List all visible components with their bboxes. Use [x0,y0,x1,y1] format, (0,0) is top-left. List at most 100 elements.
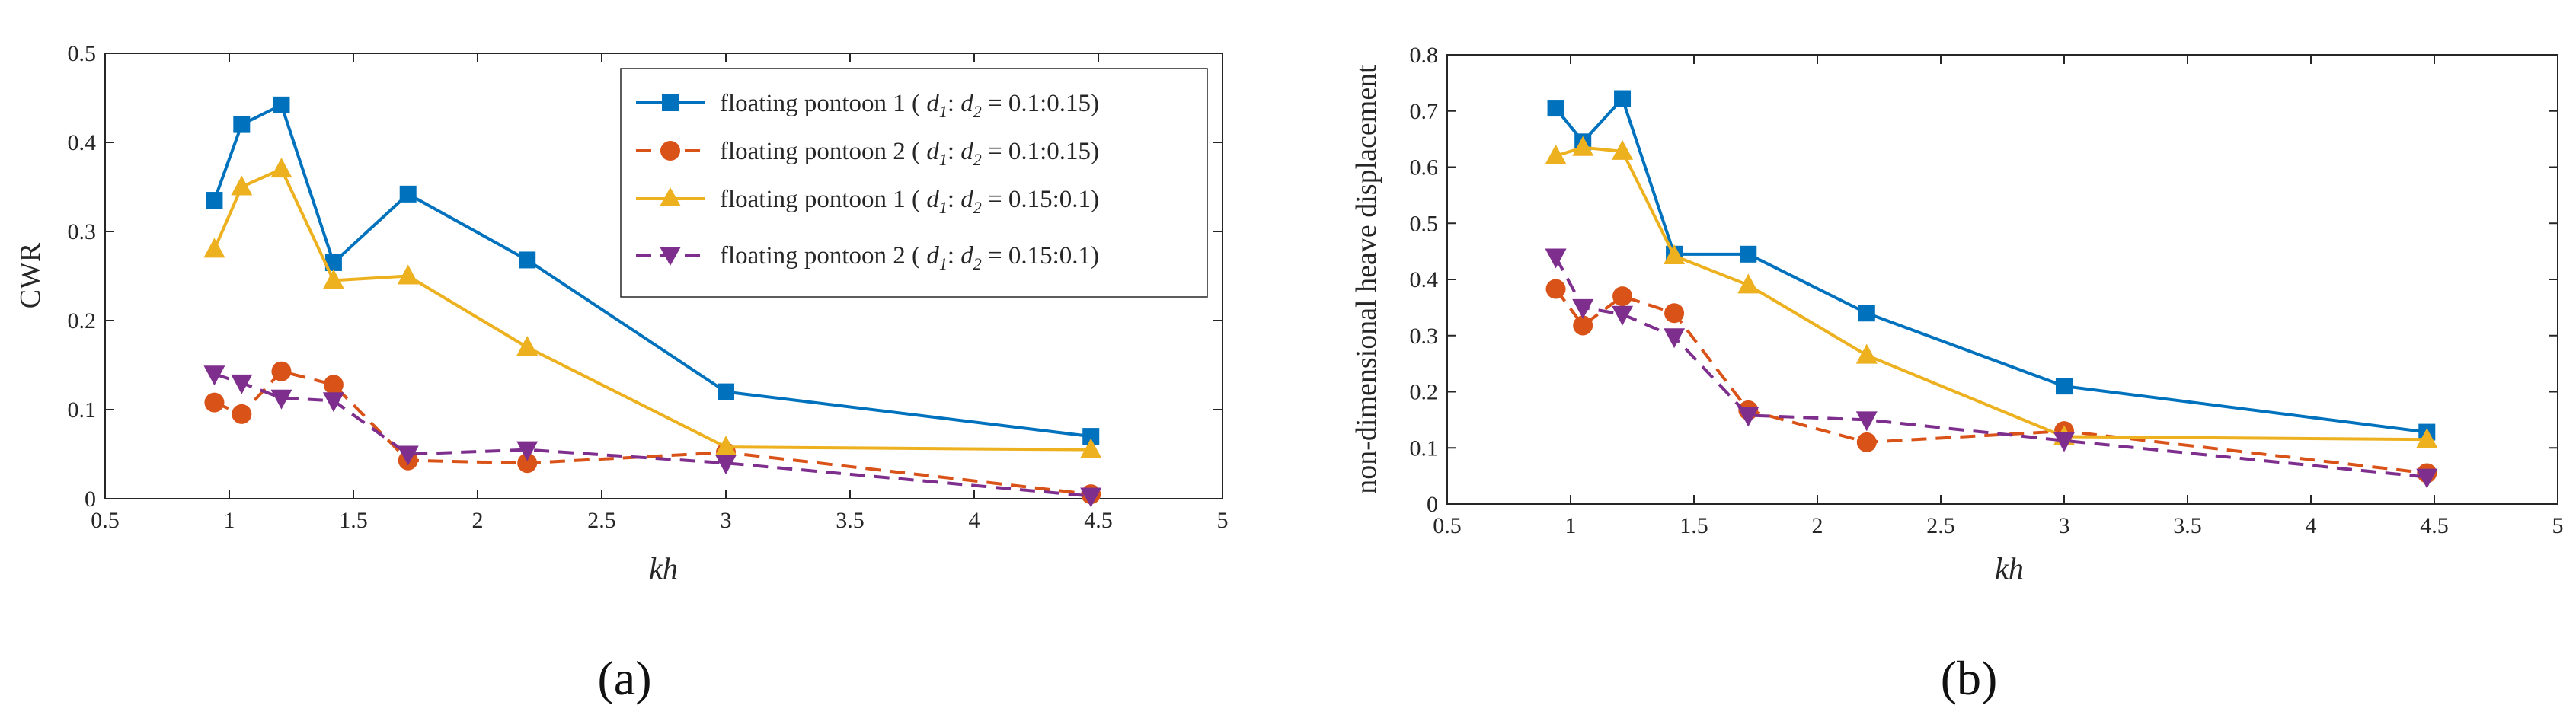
data-point-b-3-4 [1664,244,1686,265]
data-point-a-4-7 [715,455,737,475]
y-tick-label: 0.4 [1410,267,1439,292]
y-tick-label: 0.6 [1410,155,1439,180]
y-tick-label: 0.5 [1410,211,1439,236]
series-a-4 [203,365,1102,508]
data-point-a-3-5 [397,264,419,285]
series-line-a-3 [213,168,1091,452]
y-tick-label: 0 [1427,492,1438,517]
data-point-a-1-8 [1082,428,1100,445]
data-point-b-3-6 [1855,343,1878,364]
x-tick-label: 5 [2552,513,2564,538]
data-point-a-3-7 [715,436,737,456]
series-line-b-4 [1554,256,2427,479]
chart-a: 0.5 1 1.5 2 2.5 3 3.5 4 4.5 5 0 0.1 0.2 0.3 0.4 0.5 CWR… [14,41,1229,705]
series-b-4 [1545,248,2438,489]
legend-prefix-1: floating pontoon 1 ( [720,90,920,117]
legend-ratio-2: = 0.1:0.15) [988,138,1099,165]
data-point-a-2-3 [271,361,292,381]
data-point-a-2-6 [517,453,538,474]
x-tick-label: 3.5 [836,508,865,533]
legend-text-1: floating pontoon 1 ( d1: d2 = 0.1:0.15) [720,90,1099,121]
legend-marker-4 [660,247,681,266]
y-tick-label: 0.4 [68,130,97,155]
legend-text-4: floating pontoon 2 ( d1: d2 = 0.15:0.1) [720,242,1099,273]
legend: floating pontoon 1 ( d1: d2 = 0.1:0.15) … [620,68,1208,298]
legend-ratio-3: = 0.15:0.1) [988,186,1099,213]
data-point-a-3-3 [270,158,292,178]
x-tick-label: 2 [1812,513,1823,538]
legend-ratio-1: = 0.1:0.15) [988,90,1099,117]
data-point-a-3-6 [516,336,539,356]
tick-marks-a: 0.5 1 1.5 2 2.5 3 3.5 4 4.5 5 0 0.1 0.2 0.3 0.4 0.5 [68,41,1229,533]
y-axis-label-b: non-dimensional heave displacement [1350,65,1382,494]
data-point-a-4-3 [270,389,292,410]
series-group-b [1545,90,2438,489]
data-point-b-3-3 [1612,139,1634,160]
legend-entry-2: floating pontoon 2 ( d1: d2 = 0.1:0.15) [636,138,1099,169]
legend-marker-1 [662,94,679,111]
data-point-b-4-8 [2416,468,2438,489]
x-tick-label: 3 [2059,513,2070,538]
series-line-a-4 [213,372,1091,498]
y-tick-label: 0.1 [1410,436,1439,461]
x-tick-label: 1.5 [1680,513,1708,538]
y-tick-label: 0.2 [68,308,97,333]
data-point-b-2-1 [1545,279,1566,299]
data-point-b-1-5 [1740,245,1757,263]
legend-marker-2 [660,141,680,161]
data-point-a-4-2 [231,374,253,394]
data-point-a-4-6 [516,441,539,461]
legend-prefix-3: floating pontoon 1 ( [720,186,920,213]
data-point-a-4-8 [1080,487,1102,508]
data-point-b-2-4 [1664,303,1685,324]
legend-entry-3: floating pontoon 1 ( d1: d2 = 0.15:0.1) [636,186,1099,217]
data-point-b-4-4 [1664,328,1686,349]
x-tick-label: 2.5 [1926,513,1955,538]
data-point-b-4-5 [1737,407,1759,427]
x-tick-label: 4.5 [1084,508,1113,533]
x-axis-label-b: kh [1995,551,2024,586]
data-point-b-1-3 [1614,90,1632,107]
x-tick-label: 1.5 [339,508,368,533]
x-axis-label-a: kh [649,551,678,586]
data-point-b-3-2 [1572,136,1594,156]
data-point-a-4-4 [322,392,344,413]
y-tick-label: 0.8 [1410,43,1439,68]
data-point-b-4-2 [1572,298,1594,319]
data-point-a-1-2 [233,116,251,133]
data-point-b-3-8 [2416,428,2438,448]
data-point-b-4-7 [2053,432,2075,452]
x-tick-label: 0.5 [91,508,120,533]
data-point-a-3-1 [203,238,225,258]
y-tick-label: 0.7 [1410,99,1439,124]
x-tick-label: 3.5 [2173,513,2202,538]
panel-label-a: (a) [597,651,651,705]
x-tick-label: 2.5 [587,508,616,533]
legend-marker-3 [660,187,681,206]
x-tick-label: 3 [721,508,732,533]
series-group-a [203,96,1102,508]
data-point-a-1-4 [324,254,342,271]
data-point-b-2-2 [1573,315,1593,336]
x-tick-label: 4 [2306,513,2317,538]
legend-prefix-4: floating pontoon 2 ( [720,242,920,270]
y-axis-label-a: CWR [14,242,46,308]
x-tick-label: 0.5 [1433,513,1462,538]
data-point-a-1-7 [718,383,734,400]
legend-entry-1: floating pontoon 1 ( d1: d2 = 0.1:0.15) [636,90,1099,121]
data-point-a-3-4 [322,269,344,289]
data-point-b-4-1 [1545,248,1567,269]
series-line-b-3 [1555,145,2427,442]
legend-box [620,68,1208,298]
data-point-a-1-3 [273,96,290,113]
chart-b: 0.5 1 1.5 2 2.5 3 3.5 4 4.5 5 0 0.1 0.2 0.3 0.4 0.5 0.6 0… [1350,43,2564,705]
data-point-b-3-1 [1545,144,1567,164]
x-tick-label: 5 [1217,508,1229,533]
data-point-a-3-2 [231,175,253,196]
data-point-a-4-1 [203,365,225,386]
y-tick-label: 0.3 [1410,324,1439,349]
y-tick-label: 0.3 [68,219,97,244]
x-tick-label: 1 [1565,513,1577,538]
data-point-b-2-3 [1612,286,1633,307]
